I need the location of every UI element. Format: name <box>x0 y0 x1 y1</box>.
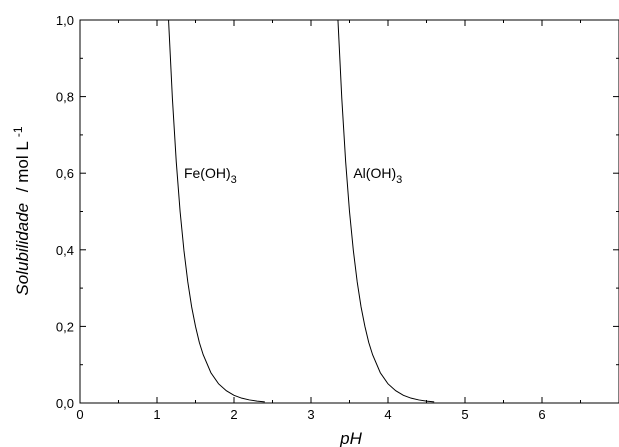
tick-labels: 0 1 2 3 4 5 6 0,0 0,2 0,4 0,6 0,8 1,0 <box>56 13 546 422</box>
series-labels: Fe(OH)3 Al(OH)3 <box>184 165 402 186</box>
x-axis-title: pH <box>339 429 362 447</box>
x-tick-label: 6 <box>538 407 545 422</box>
series-lines <box>168 19 435 403</box>
series-label-1: Al(OH)3 <box>353 165 402 186</box>
y-axis-title-sup: -1 <box>11 126 25 137</box>
y-tick-label: 1,0 <box>56 13 74 28</box>
y-tick-label: 0,8 <box>56 90 74 105</box>
series-line-0 <box>168 19 265 403</box>
y-axis-title-main: Solubilidade <box>13 203 32 296</box>
x-tick-label: 5 <box>461 407 468 422</box>
y-tick-label: 0,4 <box>56 243 74 258</box>
series-label-sub: 3 <box>231 174 237 186</box>
series-line-1 <box>337 19 435 403</box>
y-tick-label: 0,6 <box>56 166 74 181</box>
series-label-0: Fe(OH)3 <box>184 165 237 186</box>
x-tick-label: 1 <box>153 407 160 422</box>
ticks <box>79 19 619 404</box>
x-tick-label: 3 <box>307 407 314 422</box>
y-axis-title: Solubilidade / mol L -1 <box>11 126 32 295</box>
x-tick-label: 0 <box>76 407 83 422</box>
y-tick-label: 0,2 <box>56 319 74 334</box>
series-label-base: Fe(OH) <box>184 165 231 181</box>
series-label-sub: 3 <box>396 174 402 186</box>
y-axis-title-unit: / mol L <box>13 142 32 193</box>
y-tick-label: 0,0 <box>56 396 74 411</box>
x-tick-label: 4 <box>384 407 391 422</box>
x-tick-label: 2 <box>230 407 237 422</box>
series-label-base: Al(OH) <box>353 165 396 181</box>
